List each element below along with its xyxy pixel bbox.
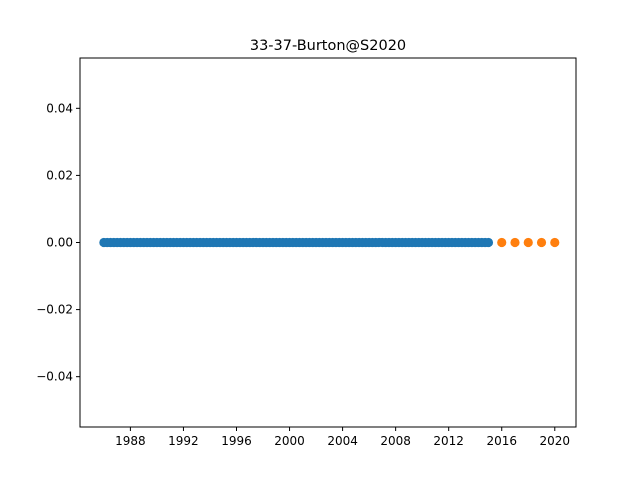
x-tick-label: 1996 <box>221 434 252 448</box>
y-tick-label: 0.00 <box>46 236 73 250</box>
x-tick-label: 2008 <box>380 434 411 448</box>
x-tick-label: 2000 <box>274 434 305 448</box>
y-tick-label: 0.02 <box>46 168 73 182</box>
data-point-series2 <box>523 237 533 248</box>
plot-area: 1988 1992 1996 2000 2004 2008 2012 2016 2020 −0.0… <box>36 57 577 448</box>
y-tick-label: 0.04 <box>46 101 73 115</box>
x-tick-label: 2020 <box>540 434 571 448</box>
y-tick-label: −0.04 <box>36 370 73 384</box>
x-tick-label: 1988 <box>115 434 146 448</box>
x-tick-label: 1992 <box>168 434 199 448</box>
x-tick-label: 2016 <box>486 434 517 448</box>
x-tick-label: 2012 <box>433 434 464 448</box>
y-tick-label: −0.02 <box>36 303 73 317</box>
data-point-series1 <box>483 237 494 248</box>
data-point-series2 <box>510 237 520 248</box>
data-point-series2 <box>550 237 560 248</box>
x-tick-label: 2004 <box>327 434 358 448</box>
chart-title: 33-37-Burton@S2020 <box>250 38 406 54</box>
data-point-series2 <box>536 237 547 248</box>
data-point-series2 <box>497 237 507 248</box>
